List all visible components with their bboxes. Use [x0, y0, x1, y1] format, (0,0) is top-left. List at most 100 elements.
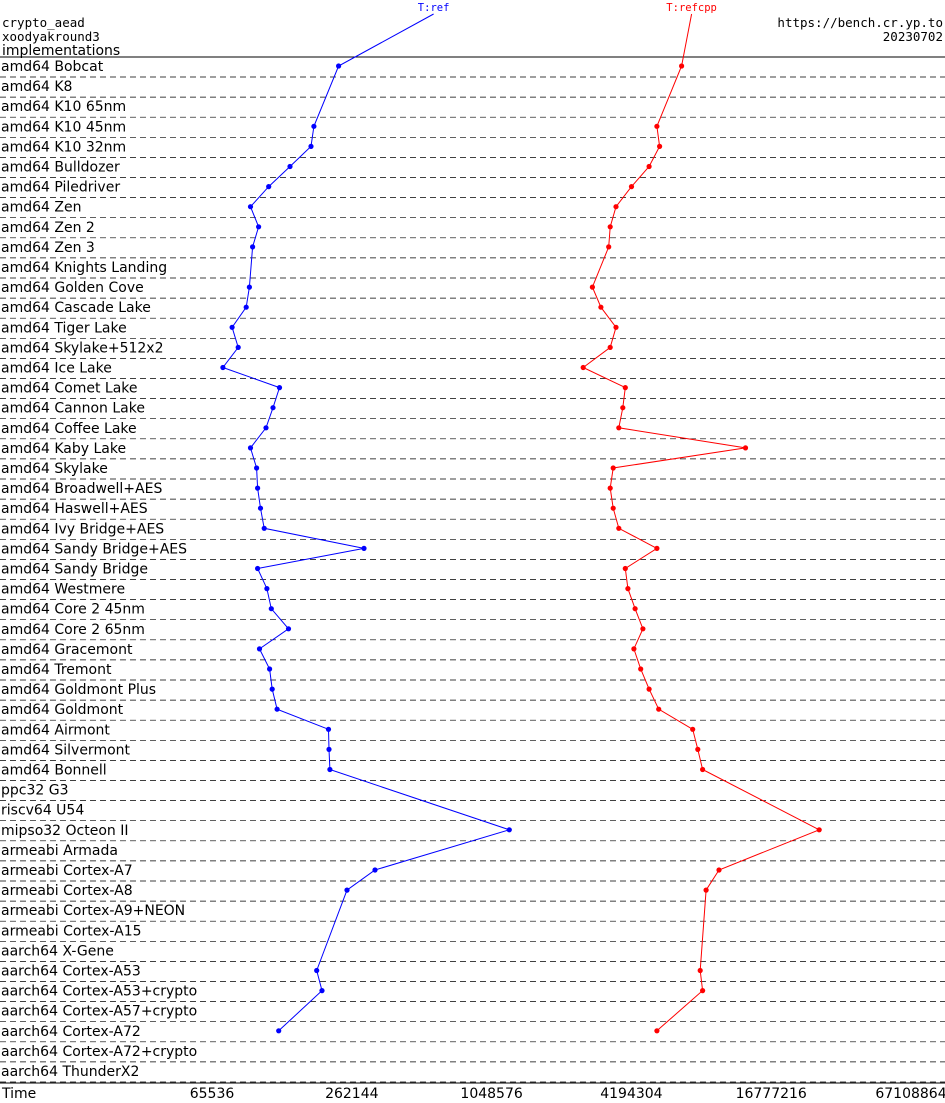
series-label-t-refcpp: T:refcpp [666, 2, 717, 14]
row-label-amd64-silvermont: amd64 Silvermont [1, 742, 131, 758]
row-label-amd64-zen-3: amd64 Zen 3 [1, 240, 95, 256]
series-point-t-ref [257, 505, 264, 511]
header-line1: crypto_aead [2, 15, 85, 30]
series-point-t-ref [314, 967, 320, 974]
x-tick-label: 262144 [325, 1086, 379, 1102]
series-point-t-refcpp [610, 505, 616, 511]
row-label-amd64-broadwell-aes: amd64 Broadwell+AES [1, 481, 162, 497]
series-point-t-refcpp [742, 445, 749, 451]
x-axis-label: Time [1, 1086, 36, 1102]
series-point-t-ref [243, 304, 249, 310]
series-point-t-refcpp [632, 606, 638, 612]
series-point-t-refcpp [638, 666, 644, 672]
series-point-t-refcpp [607, 224, 613, 230]
row-label-amd64-coffee-lake: amd64 Coffee Lake [1, 421, 137, 437]
row-label-amd64-comet-lake: amd64 Comet Lake [1, 381, 138, 397]
series-point-t-refcpp [700, 988, 706, 994]
series-point-t-ref [256, 646, 263, 652]
series-point-t-ref [361, 545, 367, 552]
series-group: T:ref T:refcpp [220, 2, 822, 1034]
series-label-t-ref: T:ref [418, 2, 450, 14]
series-point-t-refcpp [616, 425, 622, 431]
series-point-t-refcpp [646, 163, 652, 170]
series-point-t-refcpp [697, 967, 703, 974]
series-point-t-ref [311, 123, 317, 129]
series-point-t-ref [246, 284, 252, 290]
row-label-amd64-golden-cove: amd64 Golden Cove [1, 280, 144, 296]
series-point-t-ref [247, 445, 254, 451]
series-point-t-ref [287, 163, 293, 170]
series-point-t-refcpp [625, 586, 631, 592]
series-point-t-ref [372, 867, 378, 873]
row-label-aarch64-thunderx2: aarch64 ThunderX2 [1, 1064, 139, 1080]
series-point-t-refcpp [640, 626, 646, 632]
row-label-amd64-sandy-bridge-aes: amd64 Sandy Bridge+AES [1, 541, 187, 557]
row-label-riscv64-u54: riscv64 U54 [1, 803, 84, 819]
row-label-armeabi-armada: armeabi Armada [1, 843, 118, 859]
row-label-amd64-airmont: amd64 Airmont [1, 722, 110, 738]
header-line3: implementations [2, 43, 120, 59]
series-line-t-ref [222, 13, 511, 1032]
series-point-t-ref [263, 425, 269, 431]
series-point-t-refcpp [703, 887, 709, 893]
x-tick-label: 16777216 [736, 1086, 807, 1102]
series-point-t-refcpp [700, 766, 706, 773]
series-point-t-refcpp [654, 545, 660, 552]
row-label-amd64-tremont: amd64 Tremont [1, 662, 112, 678]
row-label-aarch64-x-gene: aarch64 X-Gene [1, 943, 114, 959]
row-label-armeabi-cortex-a15: armeabi Cortex-A15 [1, 923, 142, 939]
row-label-amd64-ice-lake: amd64 Ice Lake [1, 361, 112, 377]
row-label-aarch64-cortex-a57-crypto: aarch64 Cortex-A57+crypto [1, 1004, 197, 1020]
series-point-t-refcpp [654, 123, 660, 129]
series-point-t-ref [255, 565, 261, 572]
row-label-amd64-zen: amd64 Zen [1, 200, 81, 216]
row-label-amd64-haswell-aes: amd64 Haswell+AES [1, 501, 148, 517]
row-label-ppc32-g3: ppc32 G3 [1, 783, 69, 799]
series-point-t-refcpp [631, 646, 637, 652]
series-point-t-refcpp [657, 143, 663, 149]
series-point-t-ref [336, 63, 342, 69]
series-point-t-ref [266, 184, 272, 190]
header-date: 20230702 [883, 29, 943, 44]
series-point-t-ref [229, 324, 235, 330]
series-point-t-refcpp [646, 686, 652, 692]
series-point-t-ref [269, 686, 275, 692]
row-label-amd64-core-2-65nm: amd64 Core 2 65nm [1, 622, 145, 638]
row-label-aarch64-cortex-a72-crypto: aarch64 Cortex-A72+crypto [1, 1044, 197, 1060]
series-point-t-ref [319, 988, 325, 994]
row-label-armeabi-cortex-a8: armeabi Cortex-A8 [1, 883, 133, 899]
row-label-aarch64-cortex-a53-crypto: aarch64 Cortex-A53+crypto [1, 984, 197, 1000]
series-point-t-refcpp [654, 1028, 660, 1034]
row-label-amd64-k8: amd64 K8 [1, 79, 72, 95]
row-label-amd64-westmere: amd64 Westmere [1, 582, 125, 598]
series-point-t-refcpp [607, 485, 613, 491]
row-label-amd64-cascade-lake: amd64 Cascade Lake [1, 300, 151, 316]
header-site: https://bench.cr.yp.to [777, 15, 943, 30]
series-point-t-ref [285, 626, 292, 632]
row-label-amd64-cannon-lake: amd64 Cannon Lake [1, 401, 145, 417]
row-label-amd64-k10-65nm: amd64 K10 65nm [1, 99, 126, 115]
row-label-amd64-goldmont: amd64 Goldmont [1, 702, 124, 718]
x-tick-label: 67108864 [875, 1086, 945, 1102]
series-point-t-ref [264, 586, 270, 592]
row-label-amd64-sandy-bridge: amd64 Sandy Bridge [1, 562, 148, 578]
series-point-t-ref [267, 666, 273, 672]
x-tick-label: 65536 [190, 1086, 235, 1102]
series-point-t-refcpp [622, 565, 628, 572]
series-point-t-refcpp [690, 726, 696, 732]
series-point-t-ref [255, 485, 261, 491]
row-label-amd64-bobcat: amd64 Bobcat [1, 59, 104, 75]
row-label-amd64-piledriver: amd64 Piledriver [1, 180, 120, 196]
x-tick-label: 4194304 [600, 1086, 662, 1102]
series-point-t-refcpp [598, 304, 604, 310]
row-label-aarch64-cortex-a53: aarch64 Cortex-A53 [1, 964, 141, 980]
series-point-t-refcpp [716, 867, 722, 873]
row-label-amd64-tiger-lake: amd64 Tiger Lake [1, 320, 127, 336]
row-labels-group: amd64 Bobcat amd64 K8 amd64 K10 65nm amd64 … [0, 59, 945, 1083]
series-point-t-ref [326, 746, 332, 753]
series-point-t-ref [308, 143, 314, 149]
series-point-t-refcpp [613, 324, 619, 330]
series-point-t-refcpp [695, 746, 701, 753]
row-label-aarch64-cortex-a72: aarch64 Cortex-A72 [1, 1024, 141, 1040]
